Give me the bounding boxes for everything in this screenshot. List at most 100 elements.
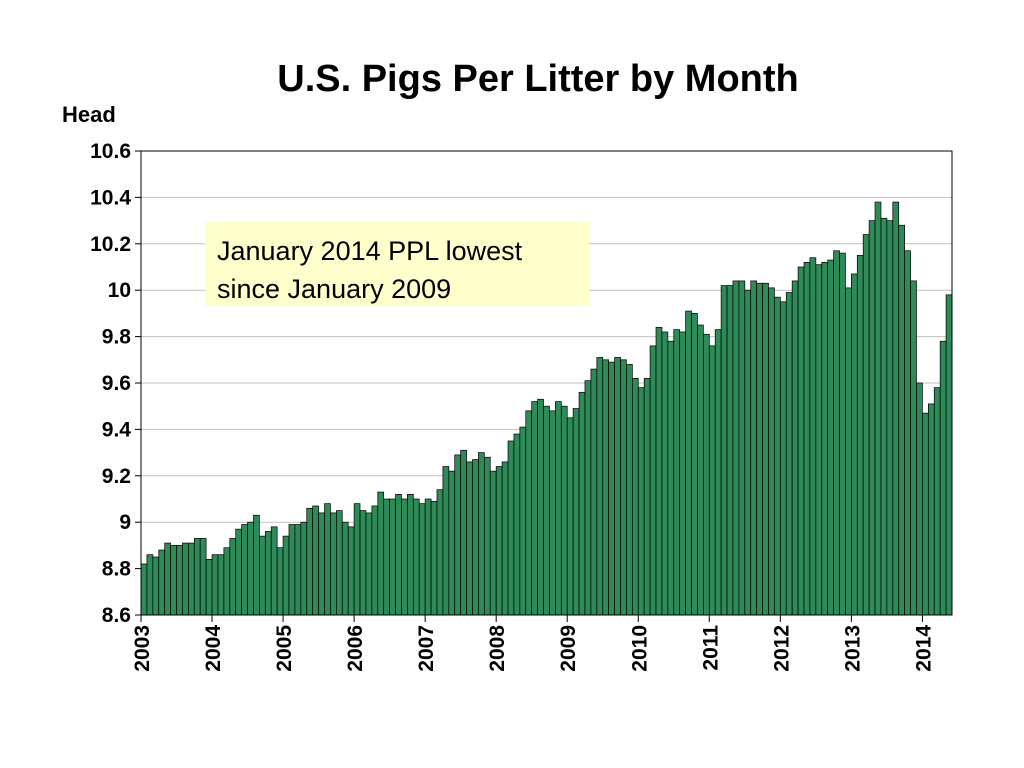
bar — [140, 563, 148, 616]
x-tick-label: 2006 — [344, 625, 367, 672]
bar — [164, 542, 171, 616]
bar — [578, 391, 586, 616]
bar — [815, 264, 823, 616]
y-tick-label: 10.6 — [90, 140, 131, 163]
bar — [199, 538, 207, 616]
y-tick-label: 9.8 — [102, 326, 132, 349]
bar — [501, 461, 509, 616]
bar — [720, 285, 728, 616]
annotation-line-2: since January 2009 — [217, 274, 452, 304]
bar — [436, 489, 444, 616]
bar — [572, 408, 580, 616]
y-tick-label: 8.6 — [102, 604, 131, 627]
bar — [324, 503, 331, 616]
bar — [584, 380, 592, 616]
bar — [880, 217, 888, 616]
bar — [264, 531, 272, 616]
bar — [525, 410, 533, 616]
bar — [566, 417, 574, 616]
bar — [791, 280, 799, 616]
bar — [229, 538, 237, 616]
bar — [336, 510, 343, 616]
bar — [353, 503, 361, 616]
bar — [152, 556, 160, 616]
bar — [205, 558, 213, 616]
bar — [176, 545, 183, 616]
bar — [631, 378, 639, 616]
bar — [276, 547, 284, 616]
bar — [703, 333, 710, 616]
bar — [614, 357, 621, 616]
bar — [555, 401, 562, 616]
bar — [365, 512, 373, 616]
bar — [785, 292, 793, 616]
bar — [845, 287, 852, 616]
bar — [602, 359, 610, 616]
bar — [862, 234, 870, 616]
bar — [170, 545, 177, 616]
bar — [330, 512, 337, 616]
x-tick-label: 2003 — [131, 625, 154, 672]
bar — [620, 359, 627, 616]
y-tick-label: 8.8 — [102, 558, 132, 581]
y-tick-label: 10.4 — [90, 186, 131, 209]
bar — [927, 403, 935, 616]
bar — [726, 285, 734, 616]
bar — [797, 266, 805, 616]
y-tick-label: 10 — [108, 279, 131, 302]
bar — [359, 510, 367, 616]
bar — [146, 554, 154, 616]
annotation-box: January 2014 PPL lowest since January 20… — [205, 222, 589, 306]
bar — [649, 345, 657, 616]
bar — [762, 282, 769, 616]
bar — [288, 524, 296, 616]
bar — [661, 331, 669, 616]
bar — [898, 224, 905, 616]
x-axis-ticks: 2003 2004 2005 2006 2007 2008 2009 2010 2011 2012… — [131, 615, 935, 672]
bar — [708, 345, 716, 616]
bar — [549, 410, 556, 616]
bar — [886, 220, 894, 616]
bar — [868, 220, 876, 616]
bar — [922, 412, 929, 616]
bar — [833, 250, 840, 616]
bar — [596, 357, 604, 616]
bar — [560, 405, 568, 616]
bar — [732, 280, 740, 616]
bar — [839, 252, 846, 616]
bar — [241, 524, 248, 616]
bar — [774, 296, 781, 616]
bar — [904, 250, 911, 616]
bar — [188, 542, 195, 616]
bar — [383, 498, 390, 616]
bar — [407, 494, 414, 616]
bar — [714, 329, 722, 616]
bar — [856, 255, 864, 616]
bar — [217, 554, 225, 616]
bar — [756, 282, 763, 616]
x-tick-label: 2011 — [699, 625, 722, 671]
bar — [300, 521, 308, 616]
bar — [655, 326, 663, 616]
bar — [472, 459, 479, 616]
x-tick-label: 2009 — [557, 625, 580, 672]
y-tick-label: 10.2 — [90, 233, 131, 256]
y-tick-label: 9.2 — [102, 465, 131, 488]
bar — [454, 454, 462, 616]
y-axis-label: Head — [62, 102, 116, 127]
bar — [312, 505, 319, 616]
bar — [537, 398, 544, 616]
bar — [827, 259, 834, 616]
bar — [371, 505, 379, 616]
bar — [318, 512, 325, 616]
y-tick-label: 9.6 — [102, 372, 131, 395]
x-tick-label: 2007 — [415, 625, 438, 672]
bar — [910, 280, 917, 616]
bar — [478, 452, 485, 616]
bar — [418, 503, 426, 616]
bar-series — [140, 201, 953, 616]
x-tick-label: 2004 — [202, 625, 225, 672]
bar — [347, 526, 355, 616]
bar — [637, 387, 645, 616]
